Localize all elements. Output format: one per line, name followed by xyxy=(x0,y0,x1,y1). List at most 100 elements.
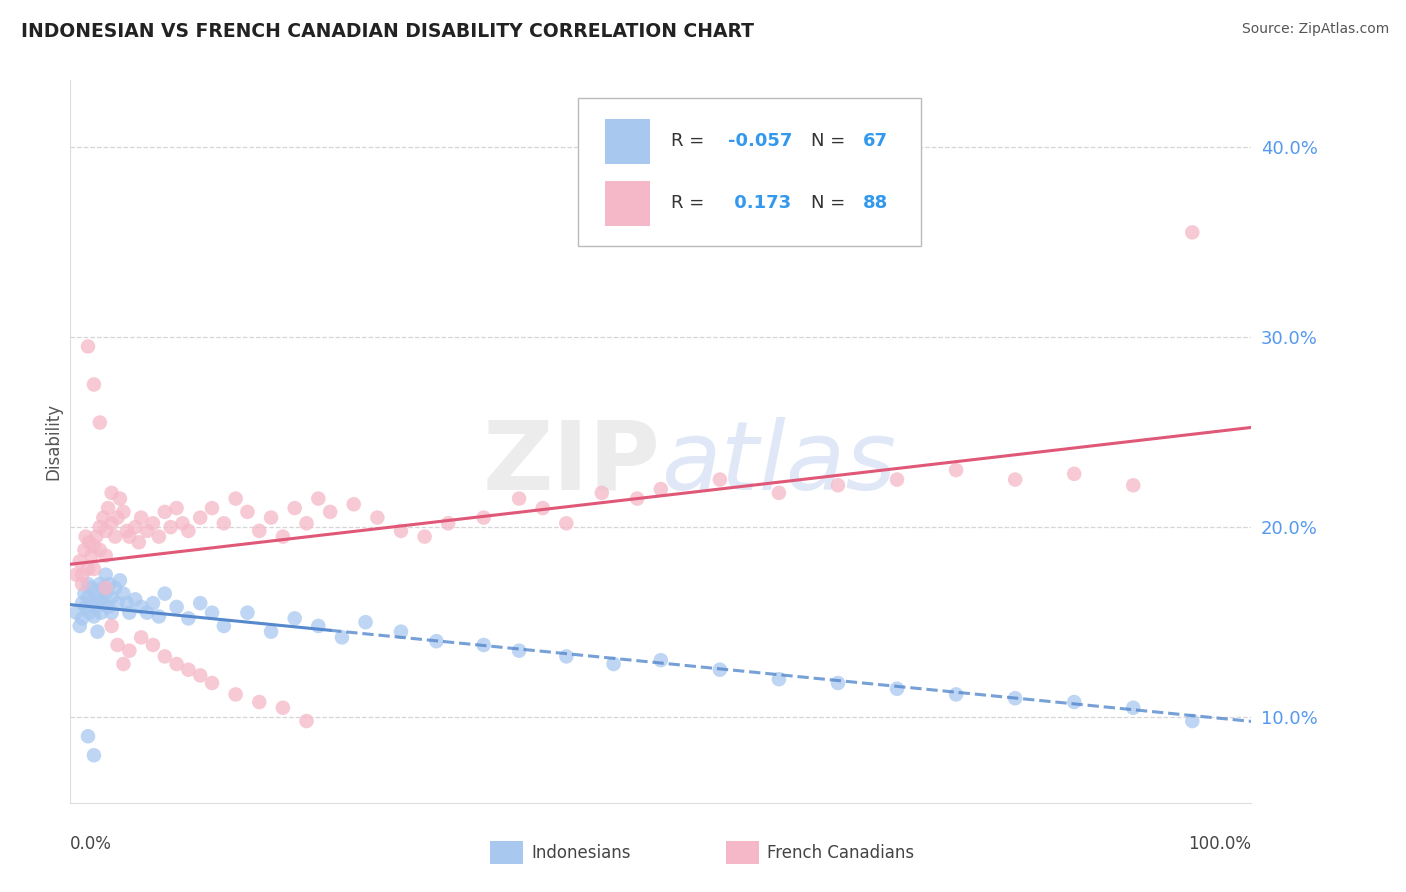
Point xyxy=(201,501,224,516)
Point xyxy=(153,587,176,601)
Point xyxy=(284,611,307,625)
Point xyxy=(827,676,849,690)
Point xyxy=(886,681,908,696)
Point xyxy=(236,505,259,519)
Point xyxy=(142,638,165,652)
Text: atlas: atlas xyxy=(661,417,896,509)
Point xyxy=(555,516,578,531)
Bar xyxy=(725,841,759,864)
Point xyxy=(508,491,530,506)
Point xyxy=(555,649,578,664)
Point xyxy=(225,491,247,506)
Point xyxy=(188,596,211,610)
Point xyxy=(70,567,93,582)
Point xyxy=(354,615,377,630)
Point xyxy=(413,530,436,544)
Text: INDONESIAN VS FRENCH CANADIAN DISABILITY CORRELATION CHART: INDONESIAN VS FRENCH CANADIAN DISABILITY… xyxy=(21,22,754,41)
Point xyxy=(650,482,672,496)
Point xyxy=(77,339,100,353)
Point xyxy=(94,581,117,595)
Point xyxy=(136,524,159,538)
Point xyxy=(89,542,111,557)
Point xyxy=(65,567,87,582)
Point xyxy=(1004,473,1026,487)
Point xyxy=(166,599,188,614)
Point xyxy=(602,657,624,671)
Point xyxy=(124,592,146,607)
Point xyxy=(70,596,93,610)
Point xyxy=(271,700,294,714)
Point xyxy=(188,510,211,524)
Point xyxy=(1122,478,1144,492)
Point xyxy=(129,631,152,645)
Point xyxy=(83,748,105,763)
Point xyxy=(77,577,100,591)
Bar xyxy=(489,841,523,864)
Point xyxy=(73,542,96,557)
Point xyxy=(271,530,294,544)
Point xyxy=(212,619,235,633)
Point xyxy=(236,606,259,620)
Text: 0.0%: 0.0% xyxy=(70,835,112,854)
Point xyxy=(128,535,150,549)
Point xyxy=(142,596,165,610)
Point xyxy=(366,510,388,524)
Point xyxy=(166,501,188,516)
Point xyxy=(177,524,200,538)
Point xyxy=(472,638,495,652)
Point xyxy=(531,501,554,516)
Point xyxy=(75,599,97,614)
Point xyxy=(212,516,235,531)
Point xyxy=(247,524,270,538)
Point xyxy=(94,549,117,563)
Point xyxy=(83,609,105,624)
Point xyxy=(1181,226,1204,240)
Point xyxy=(159,520,181,534)
Point xyxy=(69,619,91,633)
Point xyxy=(89,520,111,534)
Point xyxy=(129,510,152,524)
FancyBboxPatch shape xyxy=(578,98,921,246)
Point xyxy=(70,611,93,625)
Point xyxy=(330,631,353,645)
Text: R =: R = xyxy=(672,194,710,212)
Point xyxy=(153,649,176,664)
Y-axis label: Disability: Disability xyxy=(44,403,62,480)
Point xyxy=(153,505,176,519)
Point xyxy=(112,657,135,671)
Text: N =: N = xyxy=(811,132,851,151)
Point xyxy=(94,567,117,582)
Point xyxy=(98,577,121,591)
Text: Source: ZipAtlas.com: Source: ZipAtlas.com xyxy=(1241,22,1389,37)
Point xyxy=(94,524,117,538)
Point xyxy=(107,596,129,610)
Point xyxy=(827,478,849,492)
Point xyxy=(709,663,731,677)
Point xyxy=(115,596,138,610)
Point xyxy=(100,606,122,620)
Point xyxy=(97,501,120,516)
Point xyxy=(343,497,366,511)
Text: French Canadians: French Canadians xyxy=(768,844,914,862)
Point xyxy=(83,377,105,392)
Point xyxy=(80,549,103,563)
Point xyxy=(124,520,146,534)
Point xyxy=(80,581,103,595)
Bar xyxy=(606,119,650,164)
Point xyxy=(768,486,790,500)
Point xyxy=(112,505,135,519)
Point xyxy=(307,619,329,633)
Point xyxy=(108,574,131,588)
Point xyxy=(83,596,105,610)
Point xyxy=(94,587,117,601)
Point xyxy=(93,596,115,610)
Point xyxy=(148,530,170,544)
Point xyxy=(136,606,159,620)
Point xyxy=(247,695,270,709)
Point xyxy=(118,606,141,620)
Point xyxy=(1063,695,1085,709)
Point xyxy=(225,687,247,701)
Point xyxy=(389,524,412,538)
Point xyxy=(1063,467,1085,481)
Point xyxy=(129,599,152,614)
